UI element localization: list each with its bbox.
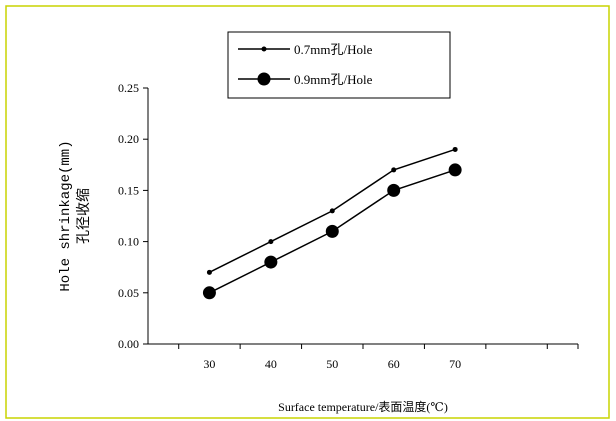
series-0-point bbox=[206, 269, 212, 275]
legend-marker-0-7mm bbox=[261, 46, 267, 52]
y-tick-label: 0.10 bbox=[118, 235, 139, 249]
legend: 0.7mm孔/Hole 0.9mm孔/Hole bbox=[227, 31, 451, 99]
y-tick-label: 0.05 bbox=[118, 286, 139, 300]
series-0-point bbox=[268, 239, 274, 245]
series-0-point bbox=[391, 167, 397, 173]
y-axis-label-chinese: 孔径收缩 bbox=[76, 188, 92, 244]
y-tick-label: 0.20 bbox=[118, 132, 139, 146]
legend-marker-0-9mm bbox=[257, 72, 271, 86]
y-axis-label: Hole shrinkage(mm) bbox=[58, 140, 74, 291]
legend-label-0-7mm: 0.7mm孔/Hole bbox=[294, 42, 373, 57]
x-tick-label: 50 bbox=[326, 357, 338, 371]
x-tick-label: 70 bbox=[449, 357, 461, 371]
y-tick-label: 0.00 bbox=[118, 337, 139, 351]
legend-label-0-9mm: 0.9mm孔/Hole bbox=[294, 72, 373, 87]
series-1-point bbox=[448, 163, 462, 177]
series-0-point bbox=[329, 208, 335, 214]
series-1-point bbox=[264, 255, 278, 269]
series-1-point bbox=[202, 286, 216, 300]
y-ticks: 0.00 0.05 0.10 0.15 0.20 0.25 bbox=[118, 81, 148, 351]
y-tick-label: 0.15 bbox=[118, 183, 139, 197]
series-1-point bbox=[387, 183, 401, 197]
series-1-point bbox=[325, 224, 339, 238]
legend-box bbox=[227, 31, 451, 99]
x-tick-label: 60 bbox=[388, 357, 400, 371]
x-ticks: 30 40 50 60 70 bbox=[178, 344, 579, 371]
y-tick-label: 0.25 bbox=[118, 81, 139, 95]
series-layer bbox=[202, 146, 462, 300]
series-0-point bbox=[452, 146, 458, 152]
x-axis-label: Surface temperature/表面温度(℃) bbox=[278, 399, 448, 414]
x-tick-label: 30 bbox=[203, 357, 215, 371]
x-tick-label: 40 bbox=[265, 357, 277, 371]
